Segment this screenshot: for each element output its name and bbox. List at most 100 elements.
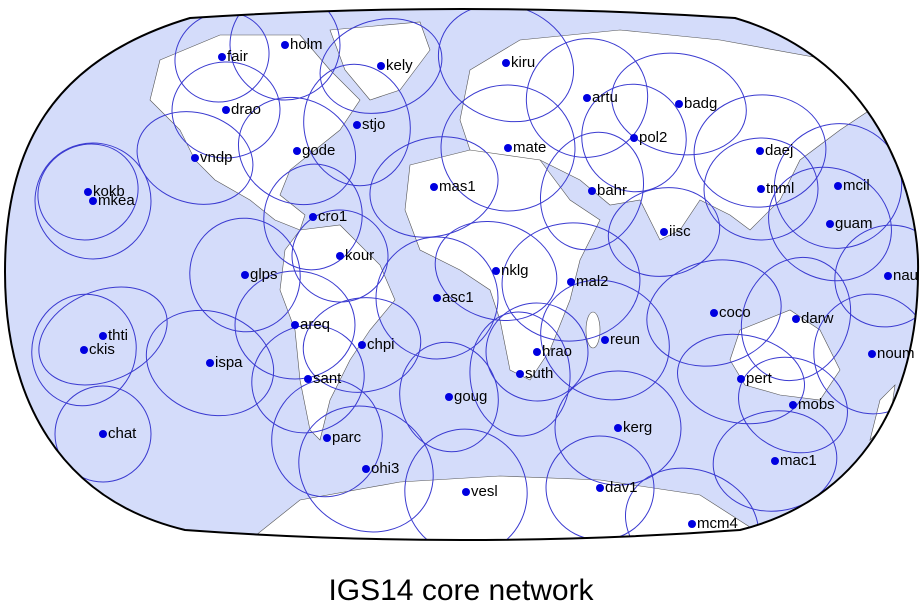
coverage-circle [145,309,275,417]
station-dot [433,294,441,302]
coverage-circle [251,324,365,434]
station-label: vndp [200,149,233,166]
station-dot [492,267,500,275]
station-dot [583,94,591,102]
station-label: mac1 [780,452,817,469]
station-dot [756,147,764,155]
station-dot [710,309,718,317]
coverage-circle [399,341,499,453]
coverage-circle [37,143,139,241]
coverage-circle [540,279,670,401]
coverage-circle [298,405,434,533]
station-label: kour [345,247,374,264]
station-label: nau [893,267,918,284]
station-dot [868,350,876,358]
station-label: holm [290,36,323,53]
station-dot [462,488,470,496]
station-label: parc [332,429,362,446]
station-label: areq [300,316,330,333]
coverage-circle [539,131,645,251]
station-label: darw [801,310,834,327]
station-label: sant [313,370,342,387]
station-dot [241,271,249,279]
station-label: suth [525,365,553,382]
station-label: mcil [843,177,870,194]
station-label: iisc [669,223,691,240]
station-dot [377,62,385,70]
coverage-circle [712,410,838,512]
station-dot [281,41,289,49]
coverage-circle [171,61,281,159]
coverage-circle [369,136,499,238]
station-label: coco [719,304,751,321]
station-label: hrao [542,343,572,360]
coverage-circle [302,297,422,393]
coverage-circle [136,111,254,205]
station-label: drao [231,101,261,118]
coverage-circle [434,220,558,322]
coverage-circle [291,209,389,303]
station-label: daej [765,142,793,159]
station-label: chat [108,425,137,442]
australia [729,309,841,401]
station-label: fair [227,48,248,65]
station-dot [675,100,683,108]
station-label: mobs [798,396,835,413]
station-dot [504,144,512,152]
station-dot [430,183,438,191]
station-label: thti [108,327,128,344]
map-body [5,9,919,540]
africa [404,149,601,381]
station-label: ckis [89,341,115,358]
station-label: tnml [766,180,794,197]
station-dot [84,188,92,196]
station-dot [792,315,800,323]
station-dot [80,346,88,354]
station-dot [309,213,317,221]
coverage-circle [740,256,852,382]
coverage-circle [319,18,443,114]
station-label: chpi [367,336,395,353]
coverage-circle [174,11,270,103]
station-label: dav1 [605,479,638,496]
station-dot [293,147,301,155]
station-label: stjo [362,116,385,133]
station-label: kokb [93,183,125,200]
coverage-circle [404,428,528,540]
station-label: glps [250,266,278,283]
madagascar [585,311,601,349]
station-dot [834,182,842,190]
greenland [329,21,431,101]
station-dot [218,53,226,61]
coverage-circle [554,370,682,486]
station-dot [826,220,834,228]
station-label: mate [513,139,546,156]
station-dot [323,434,331,442]
station-dot [336,252,344,260]
coverage-circle [624,467,760,540]
coverage-circle [375,236,499,360]
coverage-circle [525,38,649,158]
station-label: nklg [501,262,529,279]
coverage-circle [271,378,383,498]
station-label: artu [592,89,618,106]
station-dot [99,332,107,340]
coverage-circle [501,222,641,342]
station-dot [588,187,596,195]
coverage-circle [440,84,576,212]
coverage-circle [469,311,571,437]
station-dot [757,185,765,193]
station-label: gode [302,142,335,159]
station-dot [502,59,510,67]
station-label: reun [610,331,640,348]
land [149,21,896,540]
coverage-circle [677,333,805,425]
stations: fair holm kely kiru drao artu badg stjo gode mate… [80,36,918,532]
station-dot [737,375,745,383]
station-dot [362,465,370,473]
coverage-circles [31,9,919,540]
station-dot [353,121,361,129]
station-label: noum [877,345,915,362]
station-dot [533,348,541,356]
